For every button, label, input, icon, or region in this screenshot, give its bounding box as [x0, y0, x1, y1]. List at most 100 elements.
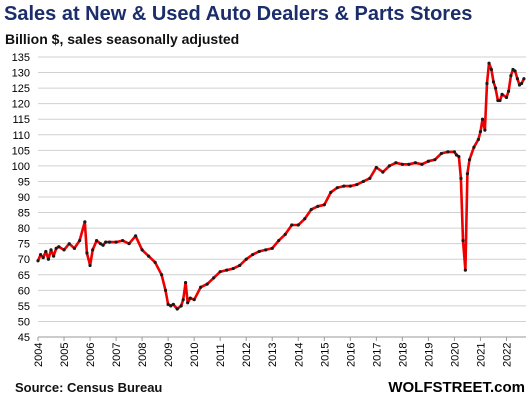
data-point [348, 184, 352, 188]
y-tick-label: 70 [18, 254, 30, 266]
data-point [192, 298, 196, 302]
x-tick-label: 2011 [215, 343, 227, 367]
data-point [467, 158, 472, 162]
x-tick-label: 2022 [501, 343, 513, 367]
data-point [322, 203, 326, 207]
data-point [166, 302, 170, 306]
data-point [147, 254, 151, 258]
y-tick-label: 80 [18, 223, 30, 235]
data-point [264, 248, 268, 252]
y-tick-label: 130 [12, 68, 30, 80]
source-note: Source: Census Bureau [15, 380, 163, 395]
chart-title: Sales at New & Used Auto Dealers & Parts… [4, 3, 473, 25]
data-point [107, 240, 112, 244]
y-tick-label: 115 [12, 114, 30, 126]
x-tick-label: 2019 [423, 343, 435, 367]
data-point [186, 301, 190, 305]
brand-label: WOLFSTREET.com [388, 379, 525, 396]
data-point [335, 186, 339, 190]
data-point [94, 238, 99, 243]
data-point [181, 298, 185, 302]
data-point [361, 179, 365, 184]
data-point [480, 117, 485, 121]
data-point [368, 176, 372, 180]
y-tick-label: 45 [18, 332, 30, 344]
data-point [41, 256, 45, 260]
data-point [478, 130, 483, 134]
y-tick-label: 55 [18, 301, 30, 313]
data-point [309, 207, 313, 212]
data-point [52, 254, 56, 258]
x-tick-label: 2018 [397, 343, 409, 367]
data-point [483, 128, 487, 132]
data-point [257, 249, 261, 254]
data-point [163, 288, 168, 292]
data-point [387, 164, 391, 168]
data-point [72, 246, 77, 250]
data-point [472, 145, 476, 149]
data-point [169, 304, 173, 308]
data-point [491, 80, 496, 84]
data-point [134, 234, 138, 238]
data-point [489, 67, 493, 72]
data-point [101, 243, 105, 247]
data-point [46, 257, 51, 261]
data-point [515, 77, 520, 81]
data-point [457, 154, 461, 159]
data-point [199, 285, 203, 289]
x-axis-ticks: 2004 2005 2006 2007 2008 2009 2010 2011 2012 2013… [33, 343, 513, 367]
y-tick-label: 85 [18, 208, 30, 220]
data-point [270, 246, 274, 250]
y-tick-label: 95 [18, 176, 30, 188]
y-axis-ticks: 45 50 55 60 65 70 75 80 85 90 95 100 105 110 115 120 125… [12, 52, 30, 344]
data-point [98, 242, 103, 246]
data-point [504, 95, 509, 100]
data-point [487, 61, 491, 65]
data-point [519, 81, 524, 86]
y-tick-label: 90 [18, 192, 30, 204]
data-point [463, 268, 467, 272]
x-tick-label: 2016 [345, 343, 357, 367]
data-point [400, 162, 404, 166]
data-point [420, 162, 424, 166]
data-point [277, 238, 281, 243]
y-tick-label: 60 [18, 285, 30, 297]
data-point [329, 190, 333, 194]
data-point [413, 161, 417, 165]
data-point [374, 165, 378, 170]
data-point [57, 245, 61, 249]
data-point [446, 150, 450, 154]
chart-subtitle: Billion $, sales seasonally adjusted [5, 31, 240, 47]
data-point [454, 153, 459, 157]
data-point [175, 307, 179, 311]
data-point [83, 220, 87, 224]
data-point [140, 248, 144, 252]
data-point [381, 170, 385, 174]
y-tick-label: 105 [12, 145, 30, 157]
data-series [36, 61, 526, 311]
data-point [153, 260, 157, 264]
data-point [39, 252, 43, 257]
x-tick-label: 2007 [111, 343, 123, 367]
data-point [78, 238, 82, 243]
data-point [67, 242, 71, 246]
data-point [283, 232, 287, 236]
x-tick-label: 2006 [85, 343, 97, 367]
data-point [465, 172, 470, 176]
y-tick-label: 110 [12, 130, 30, 142]
data-point [342, 184, 346, 188]
data-point [461, 238, 465, 243]
data-point [114, 240, 118, 244]
data-point [225, 268, 229, 272]
data-point [238, 263, 242, 268]
x-tick-label: 2015 [319, 343, 331, 367]
data-point [493, 86, 498, 90]
y-tick-label: 75 [18, 239, 30, 251]
x-tick-label: 2008 [137, 343, 149, 367]
data-point [500, 92, 504, 96]
data-point [394, 161, 398, 165]
x-tick-label: 2010 [189, 343, 201, 367]
data-point [476, 137, 480, 142]
data-point [160, 273, 164, 277]
